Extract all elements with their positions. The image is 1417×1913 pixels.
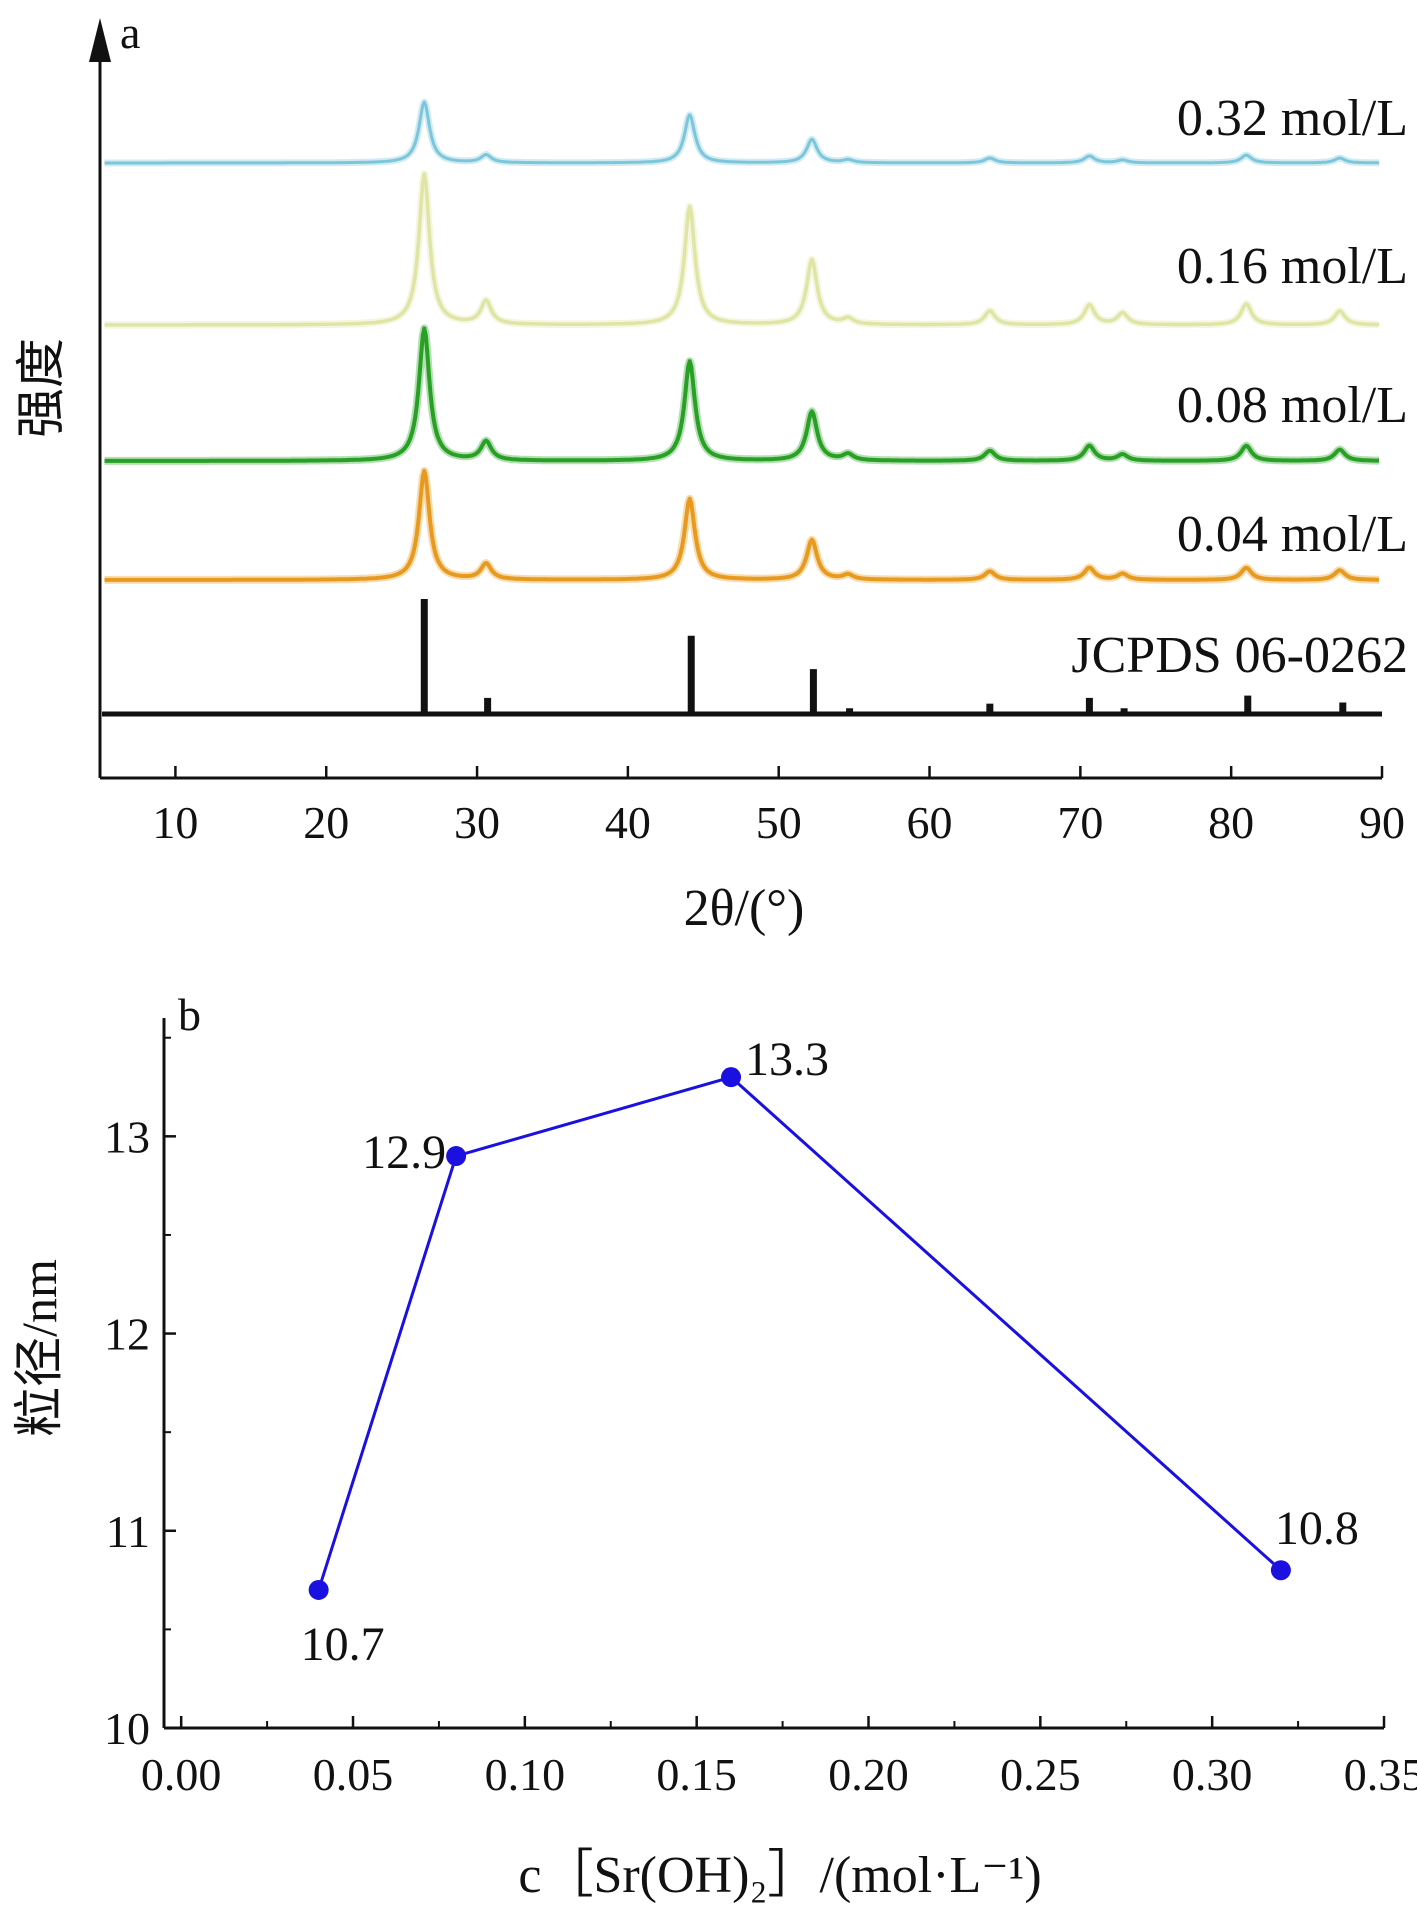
panel-a-xlabel: 2θ/(°) <box>684 880 805 937</box>
data-point <box>721 1067 742 1088</box>
trace-line <box>104 468 1380 582</box>
panel-a-x-tick-label: 30 <box>454 797 500 848</box>
panel-a-axes <box>89 18 1382 780</box>
panel-a-letter: a <box>120 7 140 58</box>
panel-a-y-axis-arrow <box>89 18 111 62</box>
panel-b-y-tick-label: 13 <box>104 1111 150 1162</box>
trace-line <box>104 172 1380 327</box>
data-label: 12.9 <box>362 1126 446 1179</box>
panel-a-x-tick-label: 20 <box>303 797 349 848</box>
trace-label: JCPDS 06-0262 <box>1071 627 1408 684</box>
panel-b-y-tick-label: 10 <box>104 1703 150 1754</box>
panel-a-x-tick-label: 80 <box>1208 797 1254 848</box>
panel-a: a 10 20 30 40 50 60 70 80 90 0.32 mol/L 0.16 mol/… <box>13 7 1408 937</box>
panel-a-x-tick-label: 40 <box>605 797 651 848</box>
panel-b-ylabel: 粒径/nm <box>11 1259 67 1437</box>
panel-a-x-tick-label: 60 <box>907 797 953 848</box>
trace-label: 0.32 mol/L <box>1177 90 1408 147</box>
trace-line <box>104 100 1379 165</box>
panel-b-ticks: 0.00 0.05 0.10 0.15 0.20 0.25 0.30 0.35 10 11 12 13 <box>104 1036 1417 1800</box>
panel-a-x-tick-label: 90 <box>1359 797 1405 848</box>
trace-label: 0.16 mol/L <box>1177 238 1408 295</box>
panel-a-x-tick-label: 10 <box>152 797 198 848</box>
panel-b-x-tick-label: 0.35 <box>1344 1749 1417 1800</box>
panel-b-y-tick-label: 12 <box>104 1309 150 1360</box>
data-point <box>308 1579 329 1600</box>
panel-b-x-tick-label: 0.15 <box>656 1749 737 1800</box>
panel-b-xlabel: c［Sr(OH)₂］/(mol·L⁻¹) <box>518 1847 1041 1904</box>
data-line <box>317 1075 1282 1591</box>
trace-line <box>104 326 1380 463</box>
panel-a-x-tick-label: 70 <box>1057 797 1103 848</box>
data-label: 10.7 <box>301 1618 385 1671</box>
panel-b-y-tick-label: 11 <box>106 1506 150 1557</box>
data-label: 10.8 <box>1275 1502 1359 1555</box>
panel-b: b 0.00 0.05 0.10 0.15 0.20 0.25 0.30 0.35 10 11 12… <box>11 989 1417 1904</box>
panel-b-x-tick-label: 0.05 <box>313 1749 394 1800</box>
panel-a-ylabel: 强度 <box>13 338 69 438</box>
panel-b-series: 10.7 12.9 13.3 10.8 <box>301 1033 1359 1671</box>
panel-b-x-tick-label: 0.10 <box>485 1749 566 1800</box>
panel-a-x-tick-label: 50 <box>756 797 802 848</box>
panel-a-series-labels: 0.32 mol/L 0.16 mol/L 0.08 mol/L 0.04 mol/L… <box>1071 90 1408 684</box>
panel-b-x-tick-label: 0.30 <box>1172 1749 1253 1800</box>
panel-b-x-tick-label: 0.25 <box>1000 1749 1081 1800</box>
data-point <box>1270 1560 1291 1581</box>
data-label: 13.3 <box>745 1033 829 1086</box>
panel-a-ticks: 10 20 30 40 50 60 70 80 90 <box>152 766 1405 848</box>
data-point <box>446 1146 467 1167</box>
panel-b-x-tick-label: 0.20 <box>828 1749 909 1800</box>
panel-b-x-tick-label: 0.00 <box>141 1749 222 1800</box>
panel-b-letter: b <box>178 989 201 1040</box>
panel-a-traces <box>102 98 1382 717</box>
trace-label: 0.08 mol/L <box>1177 377 1408 434</box>
trace-label: 0.04 mol/L <box>1177 506 1408 563</box>
